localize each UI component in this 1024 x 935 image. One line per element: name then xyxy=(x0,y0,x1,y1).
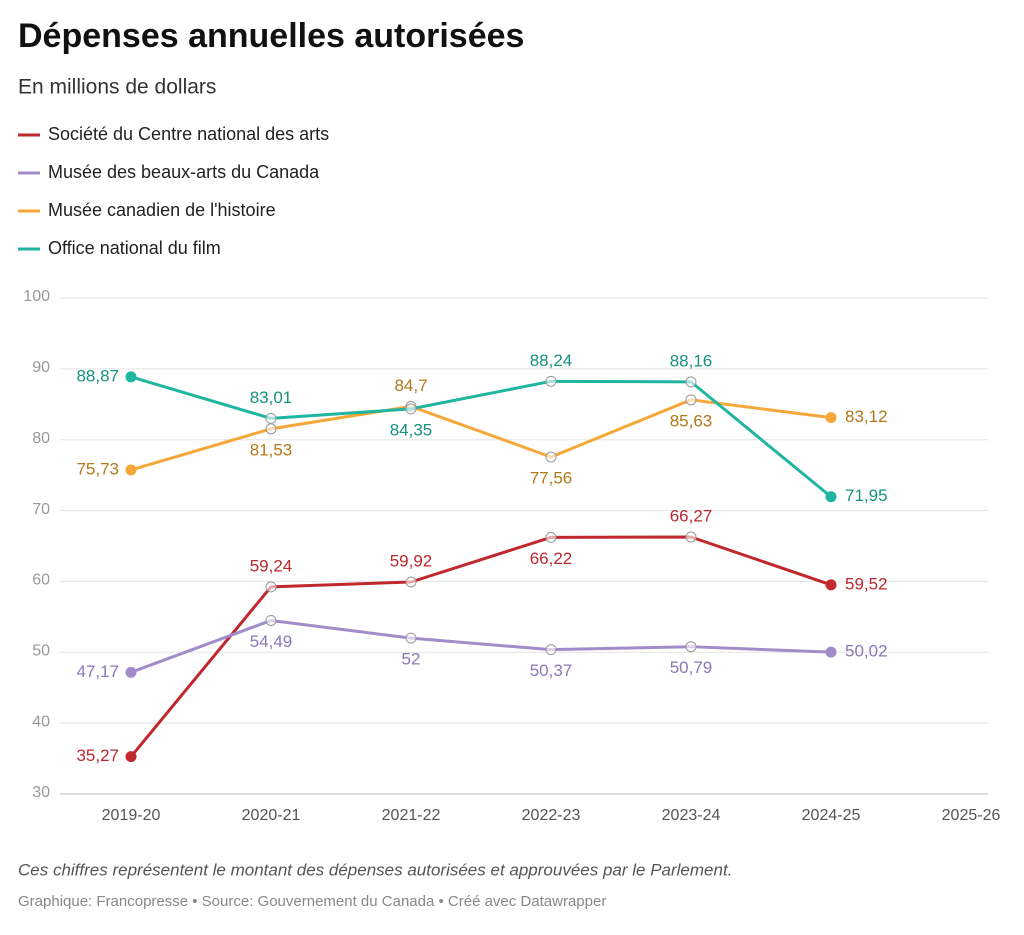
value-label: 88,24 xyxy=(530,351,573,370)
value-label: 59,52 xyxy=(845,574,888,593)
series-line xyxy=(130,375,832,498)
data-point xyxy=(685,376,697,388)
value-label: 47,17 xyxy=(76,662,119,681)
data-point xyxy=(825,412,837,424)
value-label: 85,63 xyxy=(670,411,713,430)
value-label: 35,27 xyxy=(76,746,119,765)
value-label: 50,79 xyxy=(670,658,713,677)
data-point xyxy=(265,581,277,593)
x-tick-label: 2022-23 xyxy=(522,807,581,824)
chart-title: Dépenses annuelles autorisées xyxy=(18,17,524,55)
data-point xyxy=(265,614,277,626)
data-point xyxy=(405,576,417,588)
data-point xyxy=(265,412,277,424)
data-point xyxy=(125,751,137,763)
y-tick-label: 60 xyxy=(32,572,50,589)
x-tick-label: 2025-26 xyxy=(942,807,1001,824)
value-label: 59,92 xyxy=(390,551,433,570)
value-label: 84,35 xyxy=(390,420,433,439)
x-tick-label: 2021-22 xyxy=(382,807,441,824)
chart-subtitle: En millions de dollars xyxy=(18,76,216,99)
y-tick-label: 100 xyxy=(23,288,50,305)
legend-label: Musée canadien de l'histoire xyxy=(48,200,276,220)
y-tick-label: 70 xyxy=(32,501,50,518)
series-line xyxy=(129,535,832,758)
value-label: 71,95 xyxy=(845,486,888,505)
value-label: 50,37 xyxy=(530,661,573,680)
y-tick-label: 30 xyxy=(32,784,50,801)
x-tick-label: 2024-25 xyxy=(802,807,861,824)
value-label: 66,27 xyxy=(670,506,713,525)
value-label: 88,16 xyxy=(670,351,713,370)
y-tick-label: 50 xyxy=(32,643,50,660)
value-label: 81,53 xyxy=(250,440,293,459)
chart-note: Ces chiffres représentent le montant des… xyxy=(18,860,732,879)
legend-label: Musée des beaux-arts du Canada xyxy=(48,162,320,182)
value-label: 77,56 xyxy=(530,468,573,487)
legend-label: Office national du film xyxy=(48,238,221,258)
value-label: 83,12 xyxy=(845,407,888,426)
chart-source: Graphique: Francopresse • Source: Gouver… xyxy=(18,893,606,910)
data-point xyxy=(405,403,417,415)
value-label: 66,22 xyxy=(530,549,573,568)
value-label: 52 xyxy=(402,650,421,669)
data-point xyxy=(545,644,557,656)
data-point xyxy=(685,641,697,653)
data-point xyxy=(685,394,697,406)
legend-label: Société du Centre national des arts xyxy=(48,124,329,144)
data-point xyxy=(545,375,557,387)
value-label: 75,73 xyxy=(76,459,119,478)
series-line xyxy=(130,618,832,674)
data-point xyxy=(125,371,137,383)
value-label: 88,87 xyxy=(76,366,119,385)
data-point xyxy=(125,464,137,476)
value-label: 50,02 xyxy=(845,642,888,661)
data-point xyxy=(545,531,557,543)
value-label: 84,7 xyxy=(394,376,427,395)
y-tick-label: 90 xyxy=(32,359,50,376)
data-point xyxy=(825,491,837,503)
y-tick-label: 80 xyxy=(32,430,50,447)
data-point xyxy=(405,632,417,644)
data-point xyxy=(685,531,697,543)
value-label: 54,49 xyxy=(250,632,293,651)
x-tick-label: 2023-24 xyxy=(662,807,721,824)
value-label: 83,01 xyxy=(250,388,293,407)
data-point xyxy=(265,423,277,435)
data-point xyxy=(825,646,837,658)
data-point xyxy=(825,579,837,591)
data-point xyxy=(125,666,137,678)
y-tick-label: 40 xyxy=(32,713,50,730)
data-point xyxy=(545,451,557,463)
x-tick-label: 2019-20 xyxy=(102,807,161,824)
value-label: 59,24 xyxy=(250,556,293,575)
x-tick-label: 2020-21 xyxy=(242,807,301,824)
